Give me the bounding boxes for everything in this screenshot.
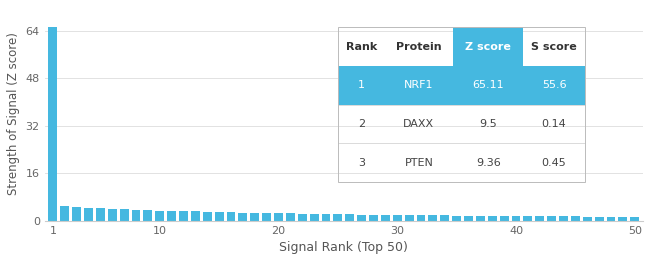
Bar [84, 207, 93, 221]
Bar [167, 211, 176, 221]
Bar [72, 207, 81, 221]
Bar [559, 216, 568, 221]
Bar [488, 216, 497, 221]
FancyBboxPatch shape [385, 66, 453, 105]
Bar [214, 212, 224, 221]
Bar [96, 208, 105, 221]
Bar [345, 214, 354, 221]
Bar [179, 211, 188, 221]
Text: 0.45: 0.45 [541, 158, 567, 168]
Bar [536, 216, 544, 221]
Text: S score: S score [531, 42, 577, 52]
Bar [405, 215, 413, 221]
Bar [298, 214, 307, 221]
Text: NRF1: NRF1 [404, 80, 434, 90]
Text: 3: 3 [358, 158, 365, 168]
Bar [239, 212, 248, 221]
Text: DAXX: DAXX [404, 119, 434, 129]
Text: 65.11: 65.11 [473, 80, 504, 90]
Y-axis label: Strength of Signal (Z score): Strength of Signal (Z score) [7, 32, 20, 195]
Text: 9.36: 9.36 [476, 158, 501, 168]
Bar [595, 217, 604, 221]
Text: 0.14: 0.14 [541, 119, 567, 129]
Text: Protein: Protein [396, 42, 442, 52]
Bar [108, 209, 117, 221]
Bar [571, 216, 580, 221]
Bar [417, 215, 426, 221]
Bar [428, 215, 437, 221]
Text: 9.5: 9.5 [479, 119, 497, 129]
Bar [274, 213, 283, 221]
Text: 2: 2 [358, 119, 365, 129]
Bar [512, 216, 521, 221]
Bar [60, 206, 70, 221]
FancyBboxPatch shape [453, 66, 523, 105]
Bar [523, 216, 532, 221]
Bar [369, 215, 378, 221]
Bar [250, 213, 259, 221]
Bar [500, 216, 508, 221]
Bar [286, 213, 295, 221]
X-axis label: Signal Rank (Top 50): Signal Rank (Top 50) [280, 241, 408, 254]
Bar [227, 212, 235, 221]
Bar [203, 212, 212, 221]
Bar [131, 210, 140, 221]
Text: Rank: Rank [346, 42, 377, 52]
Bar [452, 216, 461, 221]
Text: 1: 1 [358, 80, 365, 90]
Bar [358, 215, 366, 221]
Bar [120, 209, 129, 221]
FancyBboxPatch shape [453, 27, 523, 66]
Bar [606, 217, 616, 221]
Bar [322, 214, 330, 221]
Text: Z score: Z score [465, 42, 511, 52]
Text: 55.6: 55.6 [542, 80, 566, 90]
Bar [583, 217, 592, 221]
Bar [309, 214, 318, 221]
Bar [547, 216, 556, 221]
Bar [464, 216, 473, 221]
Bar [333, 214, 343, 221]
Bar [618, 217, 627, 221]
Bar [144, 210, 152, 221]
Bar [191, 211, 200, 221]
Bar [393, 215, 402, 221]
Bar [630, 217, 639, 221]
FancyBboxPatch shape [523, 66, 585, 105]
Bar [49, 27, 57, 221]
FancyBboxPatch shape [338, 66, 385, 105]
Bar [262, 213, 271, 221]
Bar [381, 215, 390, 221]
Bar [155, 211, 164, 221]
Bar [476, 216, 485, 221]
Text: PTEN: PTEN [404, 158, 434, 168]
Bar [440, 215, 449, 221]
